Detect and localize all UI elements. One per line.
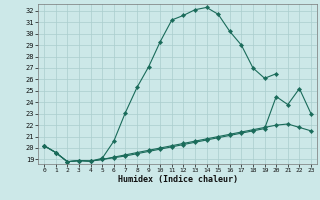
X-axis label: Humidex (Indice chaleur): Humidex (Indice chaleur)	[118, 175, 238, 184]
